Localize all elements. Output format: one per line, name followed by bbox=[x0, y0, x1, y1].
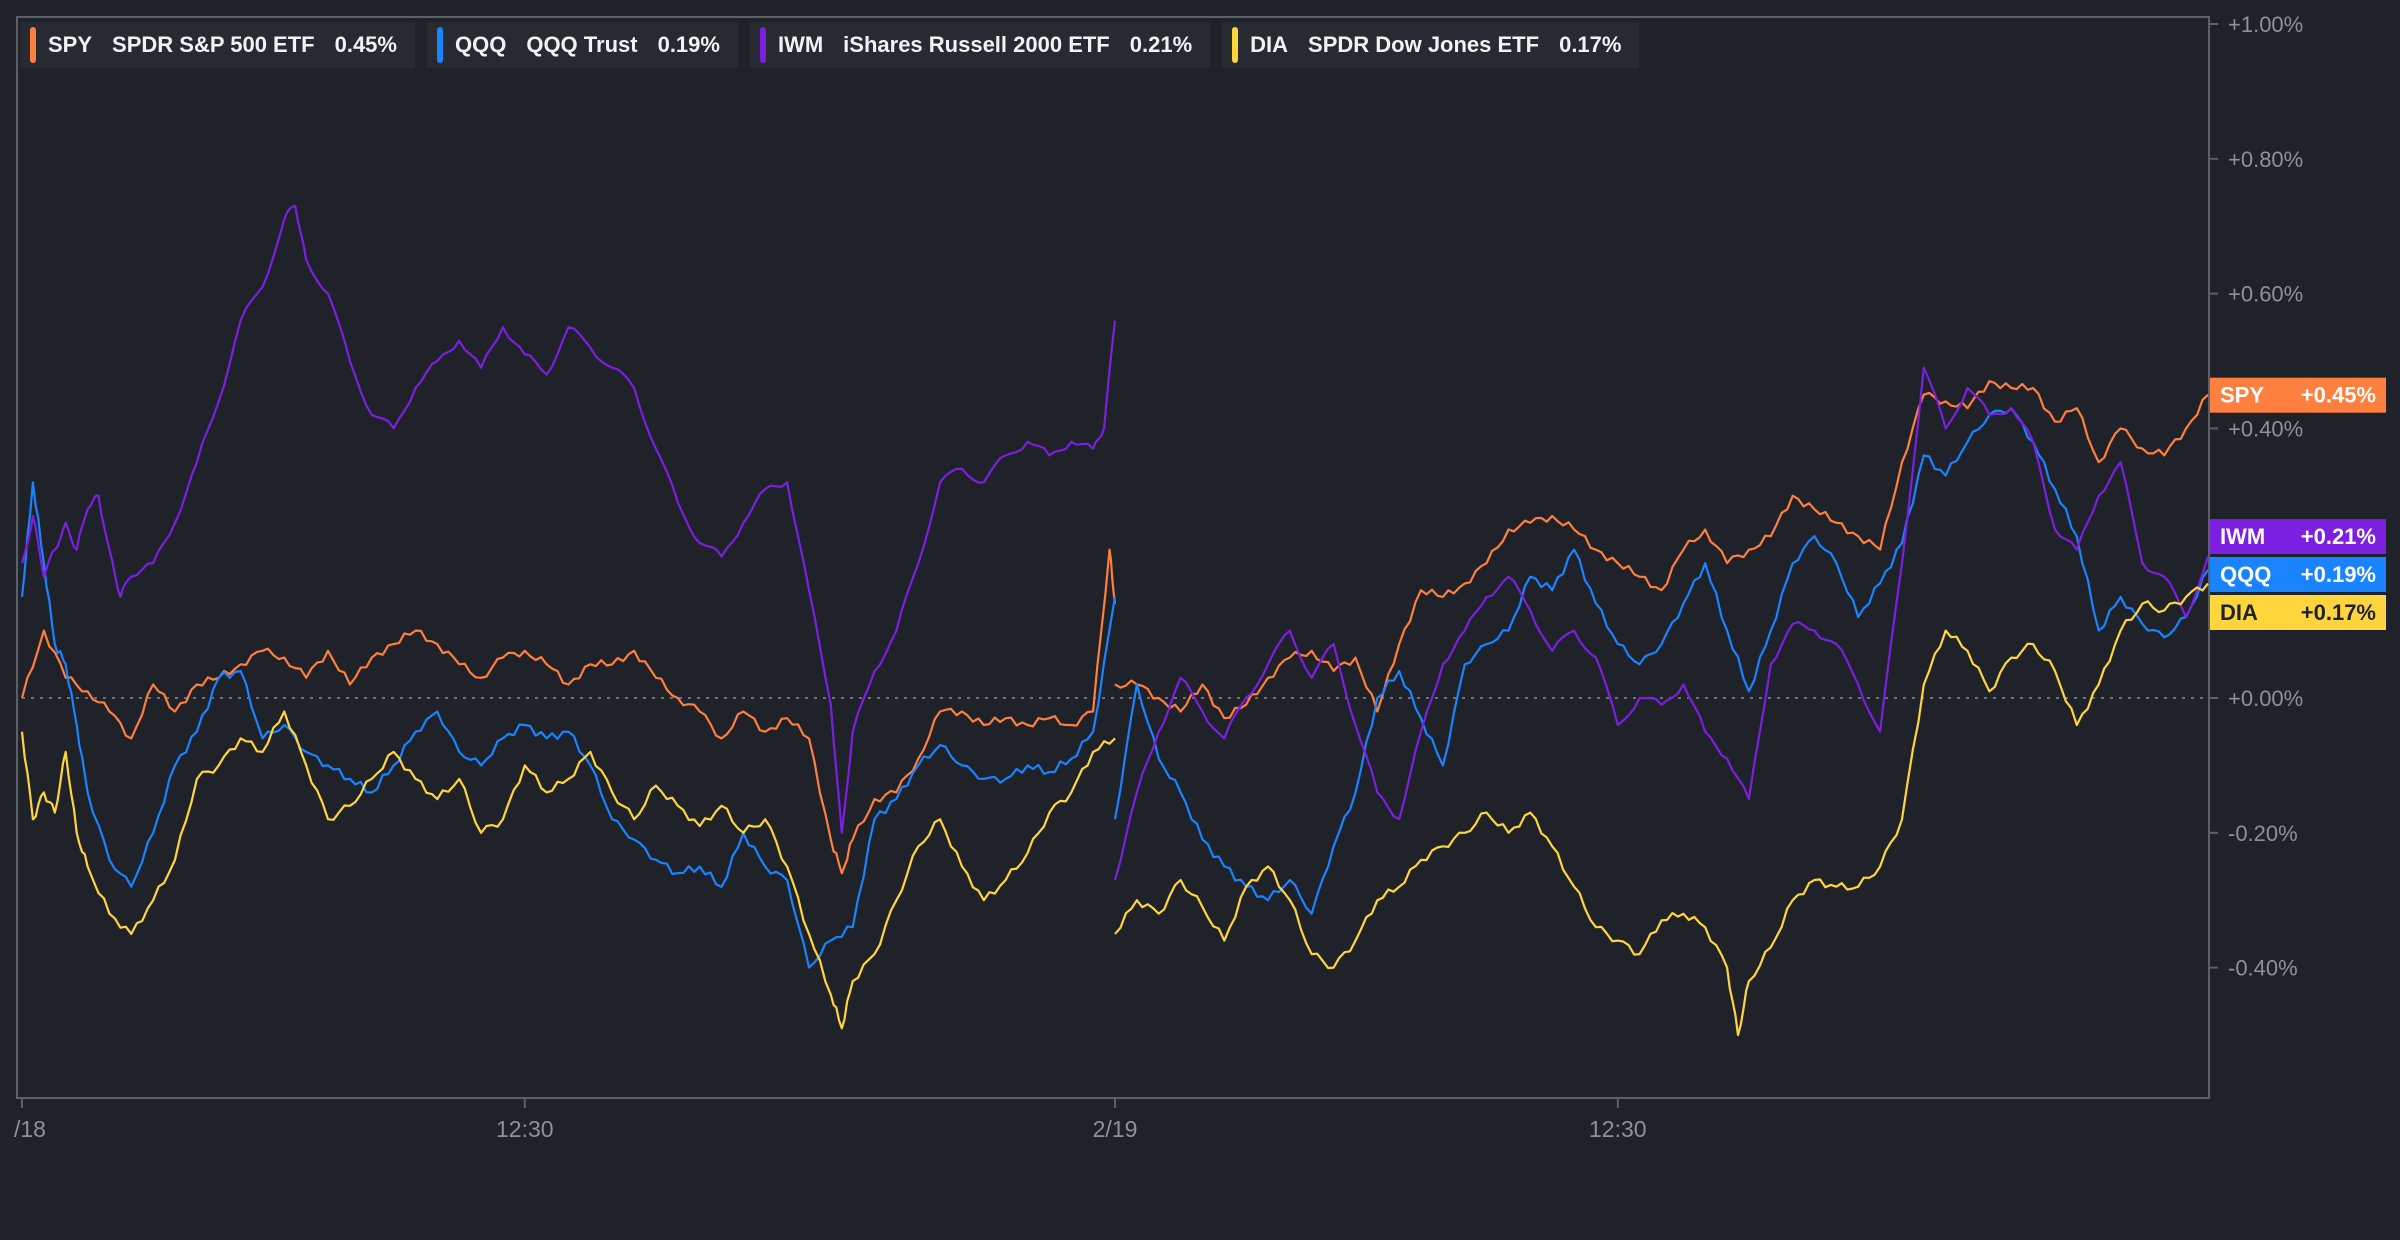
legend-change: 0.17% bbox=[1559, 32, 1622, 57]
series-line-qqq-session-2 bbox=[1113, 407, 2209, 915]
legend-symbol: IWM bbox=[777, 32, 824, 57]
series-line-spy-session-1 bbox=[20, 548, 1117, 875]
end-label-bg bbox=[2210, 595, 2386, 630]
series-line-iwm-session-1 bbox=[20, 204, 1117, 834]
series-line-iwm-session-2 bbox=[1113, 366, 2210, 881]
legend-item-qqq[interactable]: QQQ QQQ Trust 0.19% bbox=[426, 22, 738, 68]
legend-item-iwm[interactable]: IWM iShares Russell 2000 ETF 0.21% bbox=[749, 22, 1211, 68]
legend: SPY SPDR S&P 500 ETF 0.45% QQQ QQQ Trust… bbox=[20, 22, 1640, 68]
end-label-bg bbox=[2210, 519, 2386, 554]
x-tick-label: 12:30 bbox=[1589, 1116, 1647, 1142]
end-label-iwm: IWM +0.21% bbox=[2210, 519, 2386, 554]
end-label-spy: SPY +0.45% bbox=[2210, 377, 2386, 413]
legend-name: SPDR Dow Jones ETF bbox=[1308, 32, 1540, 57]
y-tick-label: +1.00% bbox=[2228, 12, 2303, 37]
legend-name: QQQ Trust bbox=[526, 32, 638, 57]
end-label-value: +0.19% bbox=[2301, 562, 2376, 587]
end-label-value: +0.17% bbox=[2301, 600, 2376, 625]
end-label-symbol: DIA bbox=[2220, 600, 2258, 625]
end-label-qqq: QQQ +0.19% bbox=[2210, 557, 2386, 592]
legend-swatch-iwm bbox=[759, 27, 766, 63]
y-tick-label: +0.60% bbox=[2228, 282, 2303, 307]
y-tick-label: +0.80% bbox=[2228, 147, 2303, 172]
series-line-spy-session-2 bbox=[1114, 380, 2209, 720]
y-tick-label: +0.00% bbox=[2228, 686, 2303, 711]
plot-frame bbox=[16, 16, 2210, 1099]
legend-name: iShares Russell 2000 ETF bbox=[843, 32, 1110, 57]
x-tick-label: /18 bbox=[14, 1116, 46, 1142]
legend-symbol: SPY bbox=[48, 32, 93, 57]
x-tick-label: 2/19 bbox=[1093, 1116, 1138, 1142]
end-label-dia: DIA +0.17% bbox=[2210, 595, 2386, 630]
y-tick-label: -0.40% bbox=[2228, 956, 2298, 981]
series-line-dia-session-2 bbox=[1114, 582, 2209, 1037]
series-line-qqq-session-1 bbox=[20, 481, 1117, 969]
end-label-value: +0.21% bbox=[2301, 524, 2376, 549]
legend-change: 0.21% bbox=[1129, 32, 1193, 57]
end-label-symbol: QQQ bbox=[2220, 562, 2271, 587]
end-label-symbol: SPY bbox=[2220, 383, 2264, 408]
legend-change: 0.45% bbox=[334, 32, 397, 57]
end-label-value: +0.45% bbox=[2301, 383, 2376, 408]
legend-swatch-dia bbox=[1232, 27, 1239, 63]
legend-item-dia[interactable]: DIA SPDR Dow Jones ETF 0.17% bbox=[1222, 22, 1640, 68]
legend-symbol: QQQ bbox=[454, 32, 507, 57]
legend-swatch-spy bbox=[30, 27, 36, 63]
series-line-dia-session-1 bbox=[20, 710, 1116, 1030]
legend-symbol: DIA bbox=[1250, 32, 1289, 57]
end-label-bg bbox=[2210, 377, 2386, 413]
legend-swatch-qqq bbox=[436, 27, 443, 63]
legend-item-spy[interactable]: SPY SPDR S&P 500 ETF 0.45% bbox=[20, 22, 415, 68]
legend-name: SPDR S&P 500 ETF bbox=[112, 32, 315, 57]
end-label-bg bbox=[2210, 557, 2386, 592]
y-tick-label: -0.20% bbox=[2228, 821, 2298, 846]
x-tick-label: 12:30 bbox=[496, 1116, 554, 1142]
end-label-symbol: IWM bbox=[2220, 524, 2265, 549]
y-tick-label: +0.40% bbox=[2228, 416, 2303, 441]
legend-change: 0.19% bbox=[657, 32, 720, 57]
